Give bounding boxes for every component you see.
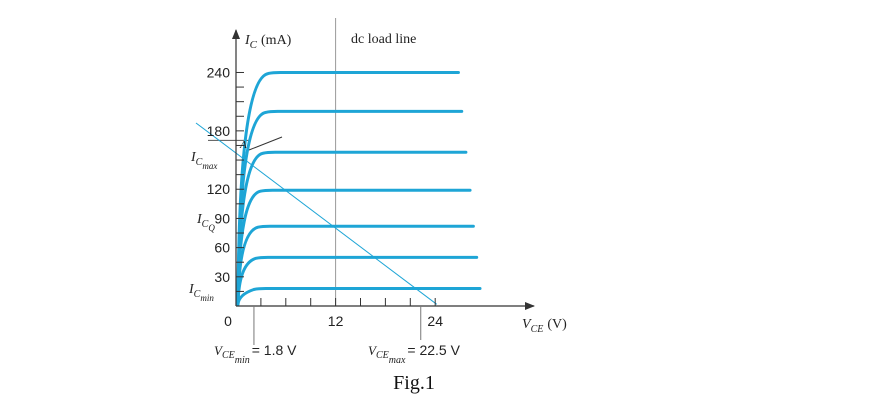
vce-min-label: VCEmin= 1.8 V [214, 342, 297, 366]
vce-max-value: = 22.5 V [407, 342, 460, 358]
characteristic-curve-7 [236, 286, 482, 306]
vce-min-value: = 1.8 V [252, 342, 297, 358]
characteristic-curve-2 [236, 109, 464, 306]
x-tick-label-0: 0 [224, 313, 232, 329]
vce-max-subsub: max [389, 355, 406, 366]
y-tick-label-60: 60 [214, 240, 230, 256]
ic-max-label: ICmax [190, 150, 217, 171]
ic-q-label: ICQ [196, 212, 215, 233]
ic-q-symbol: I [196, 212, 203, 227]
y-axis-label: IC (mA) [244, 33, 292, 51]
ic-min-label: ICmin [188, 282, 214, 303]
characteristic-curve-1 [236, 70, 460, 306]
x-axis-label: VCE (V) [522, 317, 567, 335]
load-line-label: dc load line [351, 32, 416, 47]
vce-max-symbol: V [368, 343, 378, 358]
y-tick-label-120: 120 [207, 181, 231, 197]
vce-min-symbol: V [214, 343, 224, 358]
vce-max-sub: CE [376, 350, 389, 361]
y-axis-unit: (mA) [261, 33, 292, 48]
ic-q-sub: C [202, 219, 209, 230]
x-tick-label-24: 24 [427, 313, 443, 329]
figure-caption: Fig.1 [393, 372, 435, 394]
ic-max-subsub: max [202, 161, 217, 171]
x-axis-unit: (V) [547, 317, 567, 332]
x-axis-symbol: V [522, 317, 532, 332]
characteristic-curve-5 [236, 224, 475, 306]
vce-max-label: VCEmax= 22.5 V [368, 342, 461, 366]
x-axis-subscript: CE [531, 324, 544, 335]
ic-max-symbol: I [190, 150, 197, 165]
vce-min-sub: CE [222, 350, 235, 361]
y-tick-label-90: 90 [214, 210, 230, 226]
y-tick-label-180: 180 [207, 123, 231, 139]
characteristic-curve-6 [236, 255, 479, 306]
ic-max-sub: C [196, 157, 203, 168]
ic-min-sub: C [194, 289, 201, 300]
point-a-leader [248, 136, 283, 151]
x-tick-label-12: 12 [328, 313, 344, 329]
dc-load-line [195, 122, 438, 305]
y-tick-label-30: 30 [214, 269, 230, 285]
y-axis-symbol: I [244, 33, 251, 48]
characteristic-curve-4 [236, 188, 472, 306]
point-a-label: A [239, 139, 247, 151]
ic-min-subsub: min [200, 293, 214, 303]
characteristic-curve-3 [236, 150, 468, 306]
ic-min-symbol: I [188, 282, 195, 297]
y-tick-label-240: 240 [207, 64, 231, 80]
ic-q-subsub: Q [208, 223, 215, 233]
y-axis-subscript: C [250, 39, 258, 51]
vce-min-subsub: min [235, 355, 250, 366]
